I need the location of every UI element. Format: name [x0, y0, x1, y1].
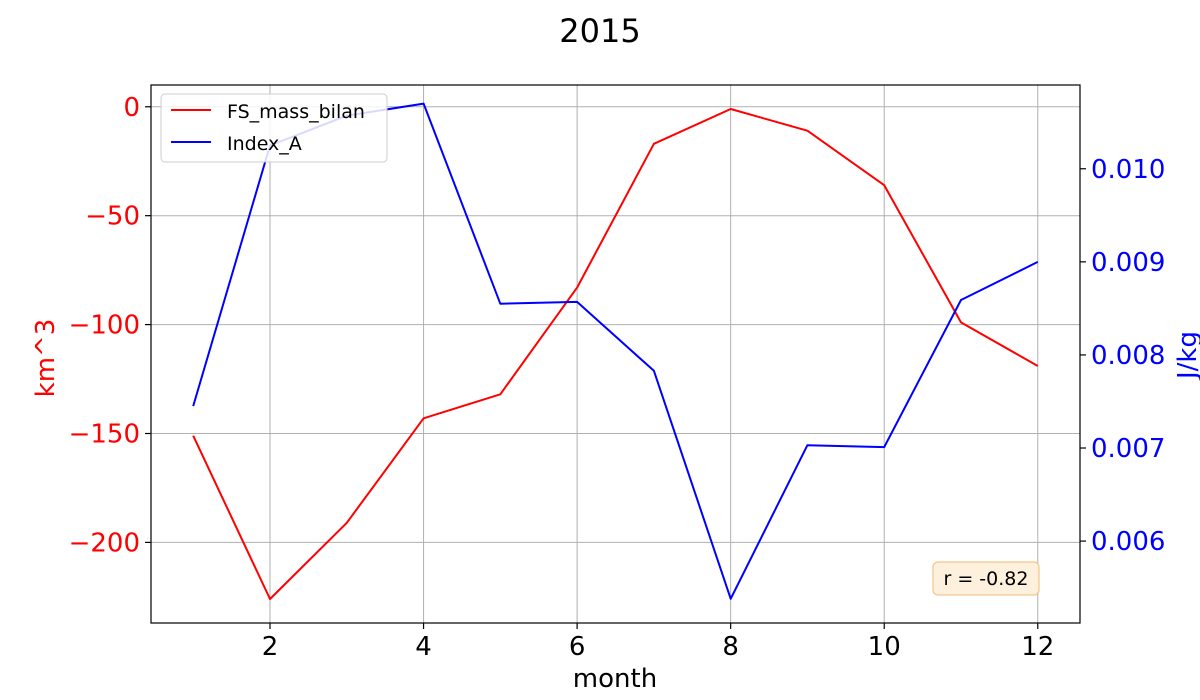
series-line-fs-mass-bilan [192, 108, 1039, 600]
y-right-tick-label: 0.008 [1091, 341, 1165, 371]
x-tick-label: 10 [868, 632, 901, 662]
y-left-tick-label: −200 [69, 528, 140, 558]
y-right-tick-label: 0.009 [1091, 248, 1165, 278]
y-axis-left: 0 −50 −100 −150 −200 [69, 93, 151, 558]
legend-box [160, 93, 388, 163]
x-tick-label: 12 [1021, 632, 1054, 662]
x-tick-label: 2 [262, 632, 279, 662]
y-right-tick-label: 0.006 [1091, 527, 1165, 557]
x-tick-label: 8 [722, 632, 739, 662]
y-left-tick-label: −50 [85, 202, 140, 232]
y-axis-left-label: km^3 [31, 319, 61, 398]
y-right-tick-label: 0.010 [1091, 155, 1165, 185]
x-tick-label: 6 [569, 632, 586, 662]
x-tick-label: 4 [415, 632, 432, 662]
x-axis-label: month [573, 664, 657, 694]
legend-label-index-a: Index_A [227, 133, 302, 155]
y-right-tick-label: 0.007 [1091, 434, 1165, 464]
y-left-tick-label: 0 [123, 93, 140, 123]
chart-title: 2015 [559, 12, 640, 50]
legend-label-fs-mass-bilan: FS_mass_bilan [227, 101, 365, 123]
y-left-tick-label: −150 [69, 420, 140, 450]
x-axis: 2 4 6 8 10 12 [262, 623, 1054, 662]
series-line-index-a [192, 102, 1039, 600]
legend: FS_mass_bilan Index_A [160, 93, 388, 163]
y-axis-right: 0.006 0.007 0.008 0.009 0.010 [1080, 155, 1165, 557]
y-axis-right-label: J/kg [1173, 331, 1200, 381]
correlation-annotation: r = -0.82 [932, 561, 1040, 596]
grid [151, 85, 1080, 623]
annotation-text: r = -0.82 [944, 568, 1029, 590]
annotation-box [932, 561, 1040, 596]
series-layer [192, 102, 1039, 600]
plot-area-frame [150, 84, 1081, 624]
y-left-tick-label: −100 [69, 311, 140, 341]
